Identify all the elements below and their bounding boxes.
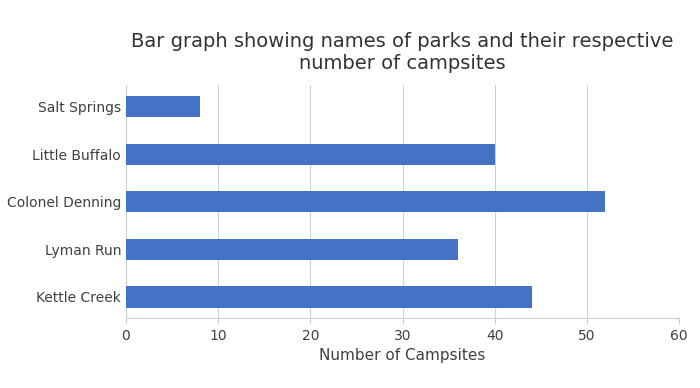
Y-axis label: Names of Parks: Names of Parks	[0, 142, 1, 261]
Bar	[126, 191, 606, 213]
Bar	[126, 96, 200, 117]
Bar	[126, 286, 531, 308]
Title: Bar graph showing names of parks and their respective
number of campsites: Bar graph showing names of parks and the…	[132, 32, 673, 73]
Bar	[126, 239, 458, 260]
X-axis label: Number of Campsites: Number of Campsites	[319, 348, 486, 363]
Bar	[126, 144, 495, 165]
